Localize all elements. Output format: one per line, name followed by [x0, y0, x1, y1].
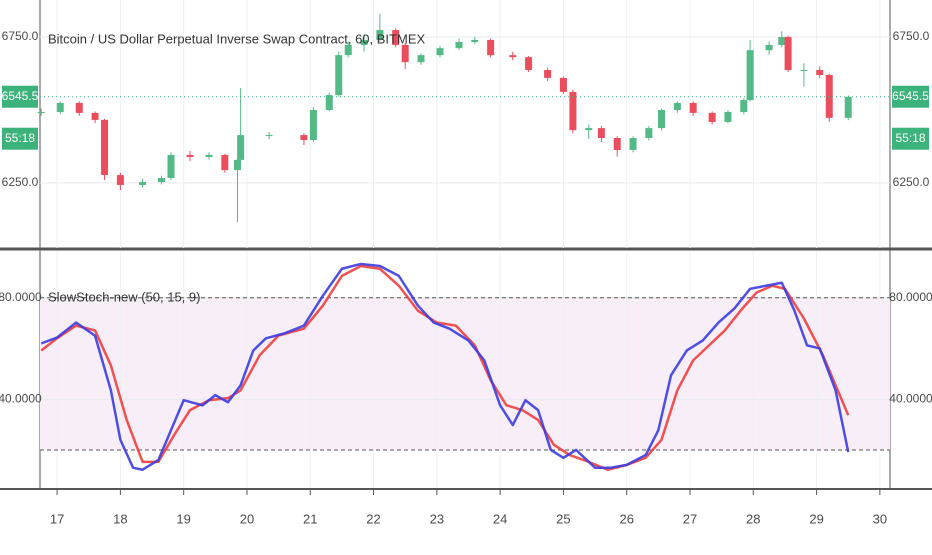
candle-body — [613, 138, 621, 150]
candle-body — [101, 119, 109, 176]
candle-body — [746, 50, 754, 101]
candle-body — [392, 30, 400, 45]
candle-body — [417, 55, 425, 63]
indicator-title: SlowStoch-new (50, 15, 9) — [48, 289, 200, 304]
price-label-box — [2, 85, 38, 108]
candle-body — [265, 135, 273, 137]
candle-body — [569, 91, 577, 131]
band-fill — [40, 297, 890, 450]
price-label: 6545.5 — [2, 89, 39, 103]
stoch-line — [40, 262, 850, 471]
x-tick-label: 24 — [493, 511, 507, 526]
candle-body — [309, 109, 317, 141]
candle-body — [233, 159, 241, 171]
candle-body — [844, 96, 852, 118]
candle-body — [75, 102, 83, 113]
candle-body — [825, 74, 833, 118]
candle-body — [205, 154, 213, 157]
x-tick-label: 25 — [556, 511, 570, 526]
y-tick-label: 80.0000 — [889, 290, 932, 304]
y-tick-label: 6250.0 — [893, 175, 930, 189]
x-tick-label: 29 — [809, 511, 823, 526]
candle-body — [740, 100, 748, 113]
price-label-box — [892, 85, 929, 108]
candle-body — [708, 112, 716, 122]
candle-body — [167, 154, 175, 178]
x-tick-label: 20 — [240, 511, 254, 526]
candle-body — [765, 44, 773, 51]
candle-body — [471, 39, 479, 43]
candle-body — [673, 102, 681, 110]
candle-body — [300, 135, 308, 141]
candle-body — [56, 102, 64, 113]
candle-body — [139, 182, 147, 185]
candle-body — [645, 128, 653, 139]
candle-body — [544, 70, 552, 78]
candle-body — [237, 135, 245, 160]
candle-body — [186, 154, 194, 157]
stoch-line — [40, 264, 850, 471]
x-tick-label: 28 — [746, 511, 760, 526]
countdown-label: 55:18 — [895, 131, 925, 145]
candle-body — [800, 70, 808, 72]
countdown-box — [892, 127, 929, 150]
x-tick-label: 23 — [430, 511, 444, 526]
candle-body — [344, 44, 352, 56]
candle-body — [436, 48, 444, 56]
x-tick-label: 22 — [366, 511, 380, 526]
candle-body — [658, 109, 666, 129]
x-tick-label: 18 — [113, 511, 127, 526]
y-tick-label: 6750.0 — [893, 29, 930, 43]
candle-body — [37, 112, 45, 114]
countdown-box — [2, 127, 38, 150]
candle-body — [597, 128, 605, 139]
candle-body — [629, 138, 637, 150]
candle-body — [360, 39, 368, 45]
candle-body — [376, 30, 384, 40]
candle-body — [689, 102, 697, 113]
candle-body — [325, 95, 333, 110]
y-tick-label: 6250.0 — [2, 175, 39, 189]
candle-body — [816, 70, 824, 75]
y-tick-label: 80.0000 — [0, 290, 42, 304]
candle-body — [778, 37, 786, 45]
candle-body — [158, 177, 166, 183]
candle-body — [724, 112, 732, 122]
y-tick-label: 40.0000 — [0, 391, 42, 405]
candle-body — [784, 37, 792, 71]
candle-body — [559, 77, 567, 92]
x-tick-label: 27 — [683, 511, 697, 526]
candle-body — [116, 175, 124, 185]
candle-body — [455, 42, 463, 49]
x-tick-label: 30 — [873, 511, 887, 526]
candle-body — [221, 154, 229, 171]
x-tick-label: 26 — [619, 511, 633, 526]
y-tick-label: 6750.0 — [2, 29, 39, 43]
candle-body — [585, 128, 593, 131]
x-tick-label: 21 — [303, 511, 317, 526]
price-label: 6545.5 — [892, 89, 929, 103]
y-tick-label: 40.0000 — [889, 391, 932, 405]
candle-body — [509, 55, 517, 58]
chart-title: Bitcoin / US Dollar Perpetual Inverse Sw… — [48, 31, 425, 46]
candle-body — [91, 112, 99, 120]
countdown-label: 55:18 — [5, 131, 35, 145]
candle-body — [401, 44, 409, 63]
candle-body — [525, 57, 533, 71]
x-tick-label: 17 — [50, 511, 64, 526]
candle-body — [487, 39, 495, 56]
x-tick-label: 19 — [176, 511, 190, 526]
candle-body — [335, 55, 343, 96]
